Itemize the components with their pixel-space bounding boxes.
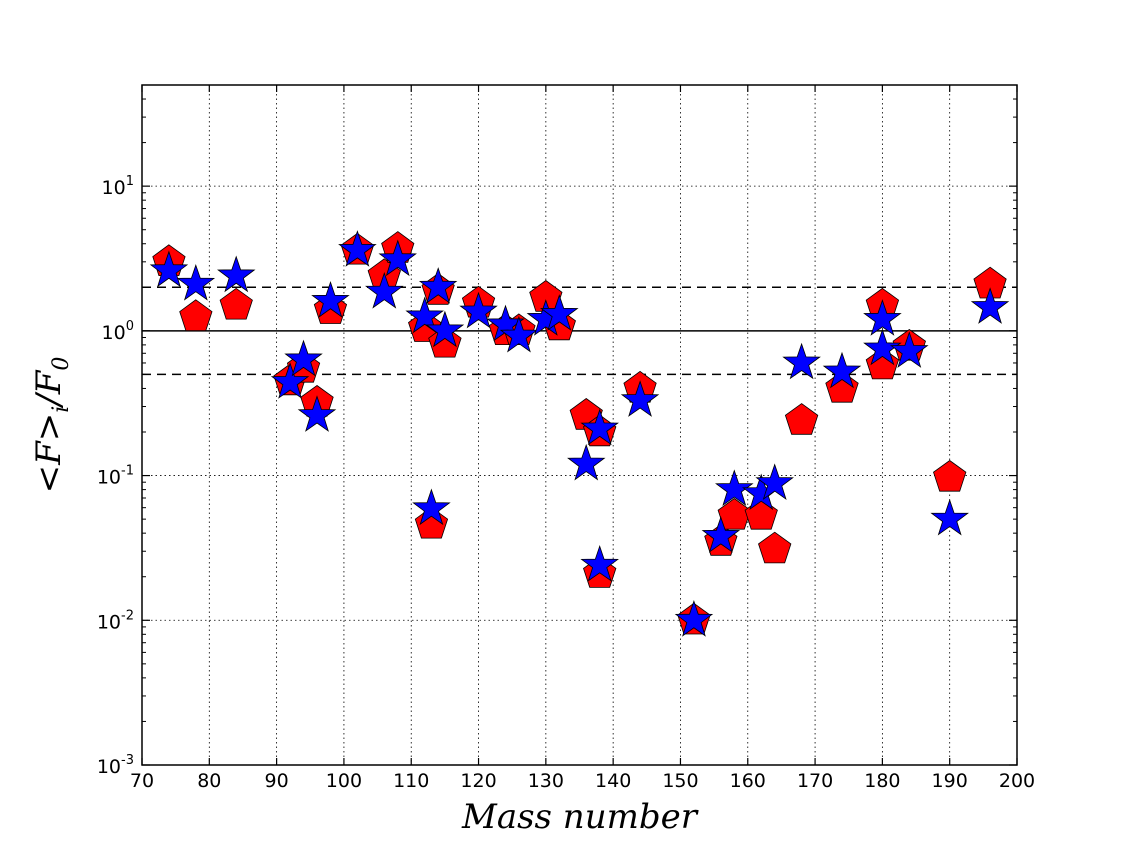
star-marker <box>149 250 189 288</box>
star-marker <box>284 339 323 377</box>
star-marker <box>715 469 754 507</box>
star-marker <box>540 294 579 331</box>
pentagon-marker <box>428 325 462 358</box>
star-marker <box>890 331 929 368</box>
x-tick-label: 90 <box>265 770 289 792</box>
x-tick-label: 100 <box>326 770 362 792</box>
star-marker <box>567 443 606 481</box>
pentagon-marker <box>179 299 213 332</box>
y-axis-title: <F>i/F0 <box>29 357 74 494</box>
plot-frame <box>141 84 1018 766</box>
star-marker <box>822 351 862 389</box>
star-marker <box>970 287 1010 324</box>
star-marker <box>580 545 619 582</box>
star-marker <box>863 299 902 336</box>
star-marker <box>701 516 741 553</box>
x-tick-label: 110 <box>393 770 429 792</box>
pentagon-marker <box>744 498 778 530</box>
x-tick-label: 120 <box>460 770 496 792</box>
star-marker <box>863 328 902 366</box>
x-tick-label: 170 <box>797 770 833 792</box>
pentagon-marker <box>933 460 967 492</box>
star-marker <box>674 600 714 637</box>
y-tick-label: 10-3 <box>97 753 134 778</box>
axis-ticks: 70 80 90 100 110 120 130 140 150 160 170 180 190 200 1… <box>97 85 1035 792</box>
x-tick-label: 150 <box>662 770 698 792</box>
star-marker <box>412 488 451 526</box>
star-marker <box>297 395 337 432</box>
star-marker <box>755 463 794 501</box>
y-axis-title-text: <F>i/F0 <box>29 357 74 494</box>
x-tick-label: 130 <box>528 770 564 792</box>
star-marker <box>176 263 216 301</box>
star-marker <box>270 362 310 399</box>
x-tick-label: 80 <box>197 770 221 792</box>
star-marker <box>338 230 377 267</box>
pentagon-marker <box>784 403 819 435</box>
x-axis-title-text: Mass number <box>461 797 699 837</box>
y-tick-label: 100 <box>102 319 134 344</box>
star-marker <box>782 342 821 380</box>
pentagon-marker <box>758 531 792 564</box>
x-tick-label: 140 <box>595 770 631 792</box>
y-tick-label: 10-2 <box>97 608 134 633</box>
x-tick-label: 200 <box>999 770 1035 792</box>
y-tick-label: 101 <box>102 174 134 199</box>
x-tick-label: 160 <box>730 770 766 792</box>
x-axis-title: Mass number <box>461 797 699 837</box>
x-tick-label: 70 <box>130 770 154 792</box>
star-marker <box>418 267 458 304</box>
x-tick-label: 190 <box>932 770 968 792</box>
star-marker <box>425 310 465 348</box>
star-marker <box>405 296 444 334</box>
star-marker <box>499 315 539 353</box>
star-marker <box>620 380 660 417</box>
star-marker <box>378 239 417 277</box>
star-marker <box>217 255 256 293</box>
reference-lines <box>142 286 1017 376</box>
star-marker <box>365 271 404 309</box>
x-tick-label: 180 <box>864 770 900 792</box>
star-marker <box>580 408 619 446</box>
star-marker <box>459 291 498 329</box>
pentagon-marker <box>219 287 253 320</box>
data-markers <box>149 230 1010 637</box>
star-marker <box>311 281 350 318</box>
y-tick-label: 10-1 <box>97 464 134 489</box>
star-marker <box>930 498 969 536</box>
